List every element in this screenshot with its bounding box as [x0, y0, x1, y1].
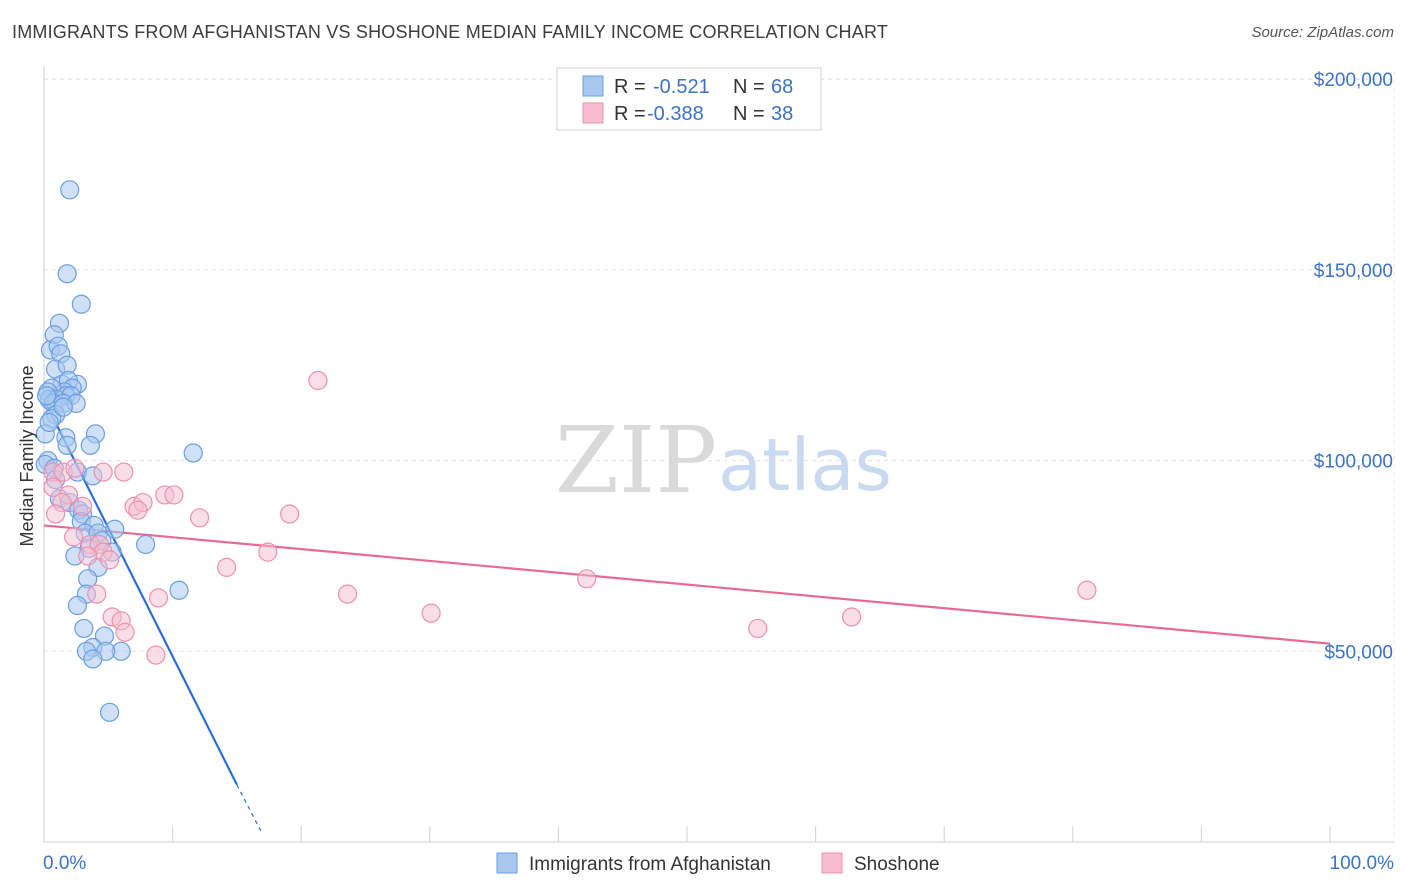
bottom-legend-swatch-afghanistan: [496, 852, 518, 874]
y-tick-label-0: $50,000: [1324, 642, 1393, 663]
legend-n-value-afghanistan: 68: [771, 76, 793, 98]
legend-n-value-shoshone: 38: [771, 103, 793, 125]
point-shoshone-30: [421, 603, 441, 623]
point-afghanistan-48: [135, 534, 156, 555]
y-tick-label-1: $100,000: [1314, 452, 1393, 473]
point-shoshone-29: [87, 584, 107, 604]
point-afghanistan-1: [57, 264, 77, 284]
point-shoshone-5: [93, 462, 113, 482]
legend-r-label-afghanistan: R =: [614, 76, 646, 98]
top-legend: R = -0.521 N = 68 R = -0.388 N = 38: [556, 67, 822, 131]
point-shoshone-4: [114, 462, 134, 482]
x-tick-label-min: 0.0%: [43, 853, 86, 874]
point-shoshone-36: [146, 645, 166, 665]
axes: [43, 66, 1394, 843]
x-tick-label-max: 100.0%: [1330, 853, 1395, 874]
point-afghanistan-0: [60, 180, 80, 200]
y-axis-title: Median Family Income: [17, 365, 37, 546]
legend-r-label-shoshone: R =: [614, 103, 646, 125]
point-shoshone-28: [148, 588, 169, 608]
point-afghanistan-63: [83, 649, 103, 669]
point-shoshone-9: [164, 485, 184, 505]
point-shoshone-14: [128, 500, 148, 520]
legend-n-label-shoshone: N =: [733, 103, 765, 125]
trend-line-afghanistan-extension: [236, 784, 264, 835]
point-afghanistan-57: [74, 618, 94, 639]
trend-line-shoshone: [43, 524, 1331, 645]
point-shoshone-15: [45, 504, 66, 524]
point-shoshone-21: [258, 542, 278, 562]
watermark-zip: ZIP: [555, 407, 717, 514]
point-shoshone-11: [72, 496, 93, 516]
point-afghanistan-24: [36, 386, 57, 406]
point-afghanistan-31: [57, 435, 77, 455]
point-shoshone-0: [308, 370, 328, 391]
y-tick-label-2: $150,000: [1314, 261, 1393, 282]
point-shoshone-26: [1077, 580, 1097, 600]
bottom-legend-swatch-shoshone: [821, 852, 843, 874]
bottom-legend-label-afghanistan: Immigrants from Afghanistan: [529, 854, 771, 875]
point-afghanistan-30: [80, 435, 100, 455]
watermark-atlas: atlas: [718, 423, 892, 507]
chart-title: IMMIGRANTS FROM AFGHANISTAN VS SHOSHONE …: [12, 22, 889, 42]
series-afghanistan-points: [35, 180, 203, 722]
trend-line-afghanistan: [43, 399, 238, 786]
bottom-legend: Immigrants from Afghanistan Shoshone: [496, 852, 940, 875]
legend-swatch-afghanistan: [582, 75, 604, 97]
bottom-legend-label-shoshone: Shoshone: [854, 854, 940, 875]
point-shoshone-37: [78, 546, 98, 566]
point-afghanistan-66: [53, 397, 73, 417]
point-shoshone-24: [217, 557, 237, 577]
point-shoshone-6: [43, 477, 63, 497]
point-shoshone-32: [842, 607, 862, 627]
point-shoshone-35: [748, 618, 768, 639]
point-afghanistan-64: [99, 702, 120, 722]
point-afghanistan-65: [39, 412, 59, 433]
point-shoshone-34: [115, 622, 135, 642]
point-afghanistan-32: [183, 443, 203, 463]
point-shoshone-16: [190, 508, 210, 528]
point-afghanistan-56: [67, 595, 88, 616]
point-shoshone-3: [65, 458, 85, 478]
point-shoshone-18: [63, 527, 84, 547]
point-shoshone-25: [577, 569, 597, 589]
point-afghanistan-54: [169, 580, 189, 600]
y-tick-label-3: $200,000: [1314, 70, 1393, 91]
source-label: Source: ZipAtlas.com: [1251, 24, 1394, 41]
legend-r-value-shoshone: -0.388: [647, 103, 704, 125]
point-shoshone-23: [99, 550, 120, 570]
legend-swatch-shoshone: [582, 102, 604, 124]
point-shoshone-17: [280, 504, 300, 524]
point-afghanistan-2: [71, 294, 91, 314]
point-shoshone-27: [337, 584, 358, 604]
legend-n-label-afghanistan: N =: [733, 76, 765, 98]
series-shoshone-points: [43, 370, 1097, 665]
y-tick-labels: $50,000 $100,000 $150,000 $200,000: [1314, 70, 1393, 663]
legend-r-value-afghanistan: -0.521: [653, 76, 710, 98]
